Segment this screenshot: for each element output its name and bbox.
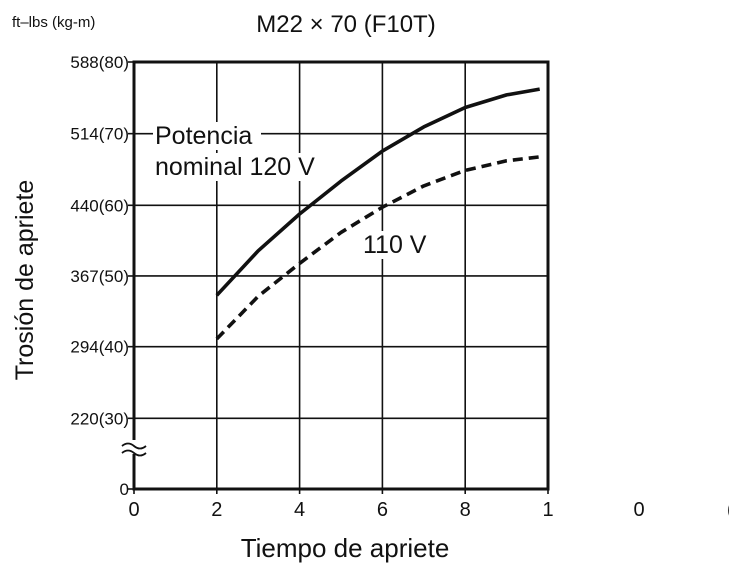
series-label: Potencia bbox=[155, 122, 252, 150]
series-labels: Potencia nominal 120 V 110 V bbox=[153, 122, 429, 259]
y-tick-label: 367(50) bbox=[70, 267, 129, 286]
plot-frame bbox=[132, 60, 550, 491]
x-tick-label: 4 bbox=[294, 499, 305, 521]
x-tick-label: 2 bbox=[211, 499, 222, 521]
chart-title: M22 × 70 (F10T) bbox=[256, 11, 435, 38]
series-label-backdrop bbox=[153, 122, 261, 150]
grid bbox=[134, 62, 548, 489]
y-tick-label: 0 bbox=[120, 480, 129, 499]
y-tick-label: 294(40) bbox=[70, 338, 129, 357]
series-line-120v bbox=[215, 87, 541, 297]
y-tick-label: 220(30) bbox=[70, 409, 129, 428]
series-label-backdrop bbox=[361, 231, 429, 259]
x-tick-label: 8 bbox=[460, 499, 471, 521]
x-tick-label: 0 bbox=[128, 499, 139, 521]
x-tick-label: 0 bbox=[634, 499, 645, 521]
series-label: 110 V bbox=[363, 231, 427, 259]
x-tick-label: 6 bbox=[377, 499, 388, 521]
unit-label: ft–lbs (kg-m) bbox=[12, 14, 95, 31]
y-tick-label: 588(80) bbox=[70, 53, 129, 72]
series-label-backdrop bbox=[153, 153, 329, 181]
x-tick-label: 1 bbox=[542, 499, 553, 521]
tick-labels: 0 220(30) 294(40) 367(50) 440(60) 514(70) 588(… bbox=[70, 53, 729, 521]
y-tick-label: 440(60) bbox=[70, 196, 129, 215]
series-label: nominal 120 V bbox=[155, 153, 315, 181]
y-tick-label: 514(70) bbox=[70, 125, 129, 144]
y-axis-label: Trosión de apriete bbox=[11, 180, 39, 381]
x-tick-label: ( bbox=[727, 499, 729, 521]
x-axis-label: Tiempo de apriete bbox=[241, 533, 450, 563]
series-lines bbox=[215, 87, 541, 341]
series-line-110v bbox=[215, 155, 540, 341]
axis-break-icon bbox=[120, 440, 148, 457]
